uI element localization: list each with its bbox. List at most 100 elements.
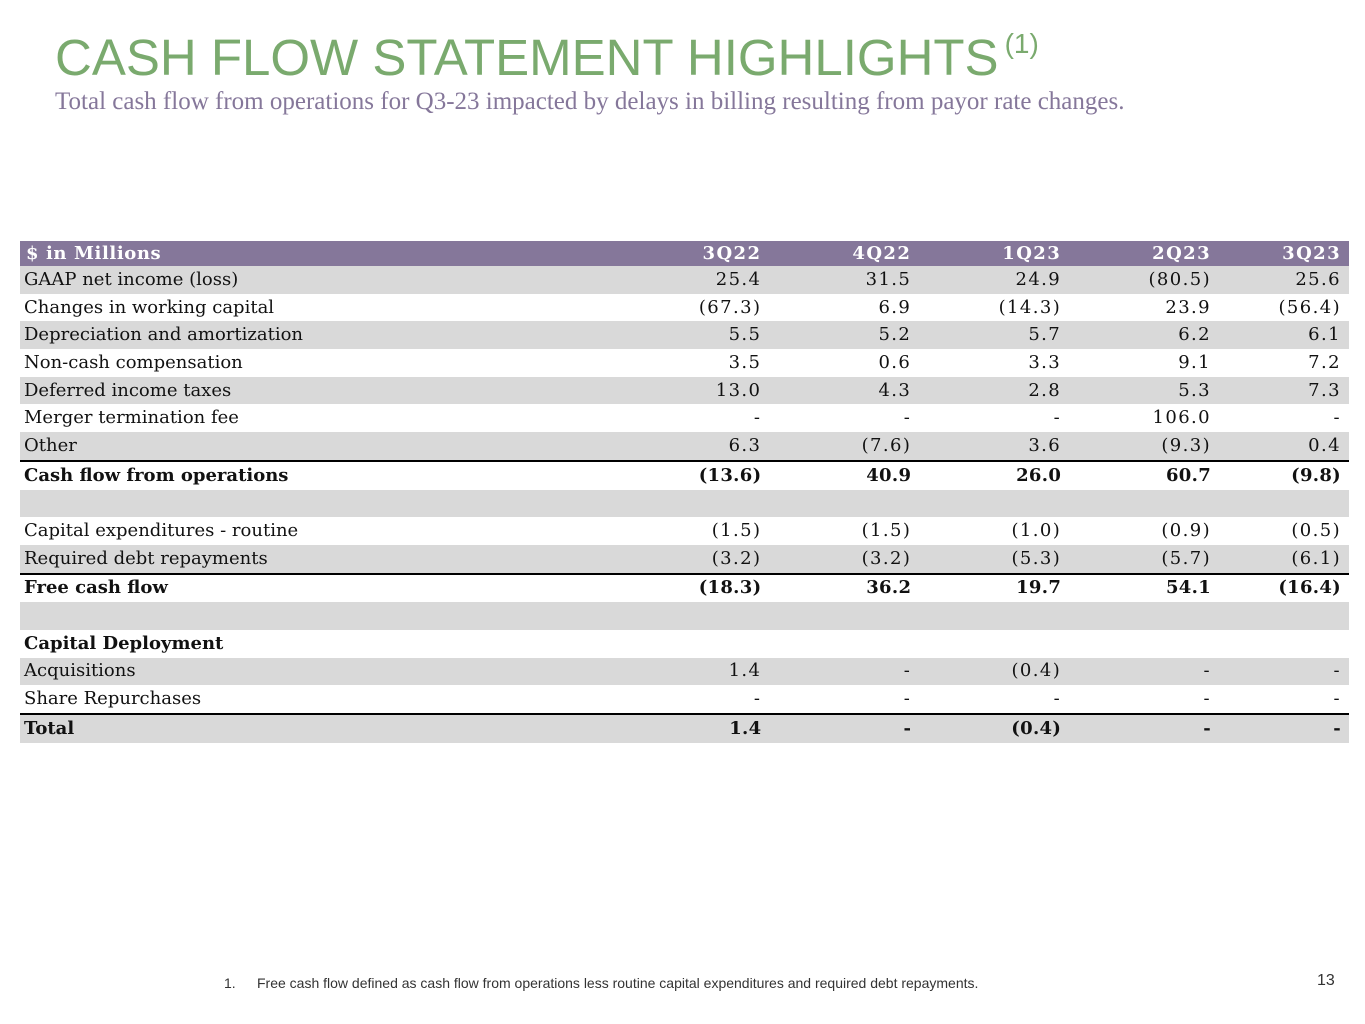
cell-3q22: 1.4 xyxy=(619,713,770,743)
row-label: Capital expenditures - routine xyxy=(20,517,620,545)
row-acquisitions: Acquisitions 1.4 - (0.4) - - xyxy=(20,657,1349,686)
cell-4q22: (3.2) xyxy=(769,544,920,574)
row-label: Changes in working capital xyxy=(20,293,620,322)
cell-3q23: (16.4) xyxy=(1219,572,1349,603)
row-deferred-taxes: Deferred income taxes 13.0 4.3 2.8 5.3 7… xyxy=(20,376,1349,405)
cell-4q22 xyxy=(769,602,920,630)
cell-4q22: 4.3 xyxy=(769,376,920,405)
cell-3q22: (18.3) xyxy=(619,572,770,603)
cell-3q22 xyxy=(619,489,770,518)
cell-1q23: (1.0) xyxy=(919,517,1070,545)
cell-3q22: (3.2) xyxy=(619,544,770,574)
row-label: Required debt repayments xyxy=(20,544,620,574)
row-gaap-net-income: GAAP net income (loss) 25.4 31.5 24.9 (8… xyxy=(20,266,1349,294)
row-capital-deployment-heading: Capital Deployment xyxy=(20,629,1349,658)
cell-3q23: - xyxy=(1219,657,1349,686)
header-3q22: 3Q22 xyxy=(619,241,770,266)
cell-2q23: - xyxy=(1069,685,1220,714)
row-label: Cash flow from operations xyxy=(20,459,620,490)
row-spacer xyxy=(20,602,1349,630)
cell-1q23: (5.3) xyxy=(919,544,1070,574)
cell-2q23: 23.9 xyxy=(1069,293,1220,322)
cash-flow-table: $ in Millions 3Q22 4Q22 1Q23 2Q23 3Q23 G… xyxy=(20,241,1349,743)
page-title: CASH FLOW STATEMENT HIGHLIGHTS (1) xyxy=(55,28,1039,86)
cell-1q23 xyxy=(919,489,1070,518)
row-label xyxy=(20,602,620,630)
cell-1q23: 3.3 xyxy=(919,349,1070,377)
cell-1q23: (0.4) xyxy=(919,657,1070,686)
cell-4q22: 0.6 xyxy=(769,349,920,377)
cell-3q23: 25.6 xyxy=(1219,266,1349,294)
cell-3q22 xyxy=(619,602,770,630)
cell-1q23: - xyxy=(919,404,1070,433)
cell-3q23: (0.5) xyxy=(1219,517,1349,545)
page-number: 13 xyxy=(1317,972,1335,989)
cell-3q23: - xyxy=(1219,685,1349,714)
cell-4q22: 36.2 xyxy=(769,572,920,603)
row-label: Non-cash compensation xyxy=(20,349,620,377)
row-merger-termination-fee: Merger termination fee - - - 106.0 - xyxy=(20,404,1349,433)
cell-3q23 xyxy=(1219,489,1349,518)
row-capex-routine: Capital expenditures - routine (1.5) (1.… xyxy=(20,517,1349,545)
row-spacer xyxy=(20,489,1349,518)
cell-4q22: 5.2 xyxy=(769,321,920,350)
cell-2q23 xyxy=(1069,602,1220,630)
cell-4q22: (7.6) xyxy=(769,432,920,461)
cell-2q23 xyxy=(1069,489,1220,518)
cell-2q23: 54.1 xyxy=(1069,572,1220,603)
row-label: Deferred income taxes xyxy=(20,376,620,405)
cell-4q22: 6.9 xyxy=(769,293,920,322)
cell-2q23: (80.5) xyxy=(1069,266,1220,294)
row-label: GAAP net income (loss) xyxy=(20,266,620,294)
cell-3q22: (13.6) xyxy=(619,459,770,490)
row-label: Other xyxy=(20,432,620,461)
header-3q23: 3Q23 xyxy=(1219,241,1349,266)
header-label: $ in Millions xyxy=(20,241,620,266)
cell-4q22 xyxy=(769,489,920,518)
section-heading: Capital Deployment xyxy=(20,629,620,658)
row-label: Acquisitions xyxy=(20,657,620,686)
row-label: Merger termination fee xyxy=(20,404,620,433)
cell-3q22: 1.4 xyxy=(619,657,770,686)
cell-2q23: (0.9) xyxy=(1069,517,1220,545)
cell-1q23: (0.4) xyxy=(919,713,1070,743)
cell-1q23: 3.6 xyxy=(919,432,1070,461)
cell-2q23: 5.3 xyxy=(1069,376,1220,405)
cell-2q23: 60.7 xyxy=(1069,459,1220,490)
cell-3q23 xyxy=(1219,629,1349,658)
row-label xyxy=(20,489,620,518)
row-total: Total 1.4 - (0.4) - - xyxy=(20,713,1349,743)
cell-2q23 xyxy=(1069,629,1220,658)
cell-1q23: - xyxy=(919,685,1070,714)
cell-1q23: 19.7 xyxy=(919,572,1070,603)
cell-1q23: 26.0 xyxy=(919,459,1070,490)
cell-3q22: 3.5 xyxy=(619,349,770,377)
row-free-cash-flow: Free cash flow (18.3) 36.2 19.7 54.1 (16… xyxy=(20,572,1349,603)
cell-4q22: - xyxy=(769,713,920,743)
row-depreciation: Depreciation and amortization 5.5 5.2 5.… xyxy=(20,321,1349,350)
page-subtitle: Total cash flow from operations for Q3-2… xyxy=(55,88,1125,115)
row-working-capital: Changes in working capital (67.3) 6.9 (1… xyxy=(20,293,1349,322)
row-label: Total xyxy=(20,713,620,743)
cell-4q22 xyxy=(769,629,920,658)
cell-3q23: (56.4) xyxy=(1219,293,1349,322)
cell-3q23: (9.8) xyxy=(1219,459,1349,490)
row-cash-flow-from-operations: Cash flow from operations (13.6) 40.9 26… xyxy=(20,459,1349,490)
row-share-repurchases: Share Repurchases - - - - - xyxy=(20,685,1349,714)
row-label: Free cash flow xyxy=(20,572,620,603)
header-4q22: 4Q22 xyxy=(769,241,920,266)
row-required-debt-repayments: Required debt repayments (3.2) (3.2) (5.… xyxy=(20,544,1349,574)
cell-3q23: - xyxy=(1219,404,1349,433)
cell-3q23: 7.2 xyxy=(1219,349,1349,377)
cell-2q23: 6.2 xyxy=(1069,321,1220,350)
footnote: 1. Free cash flow defined as cash flow fr… xyxy=(224,975,978,991)
cell-1q23: 24.9 xyxy=(919,266,1070,294)
header-1q23: 1Q23 xyxy=(919,241,1070,266)
cell-4q22: - xyxy=(769,404,920,433)
cell-4q22: 31.5 xyxy=(769,266,920,294)
row-label: Share Repurchases xyxy=(20,685,620,714)
cell-2q23: 9.1 xyxy=(1069,349,1220,377)
cell-3q23: 6.1 xyxy=(1219,321,1349,350)
cell-4q22: 40.9 xyxy=(769,459,920,490)
cell-3q23: 7.3 xyxy=(1219,376,1349,405)
